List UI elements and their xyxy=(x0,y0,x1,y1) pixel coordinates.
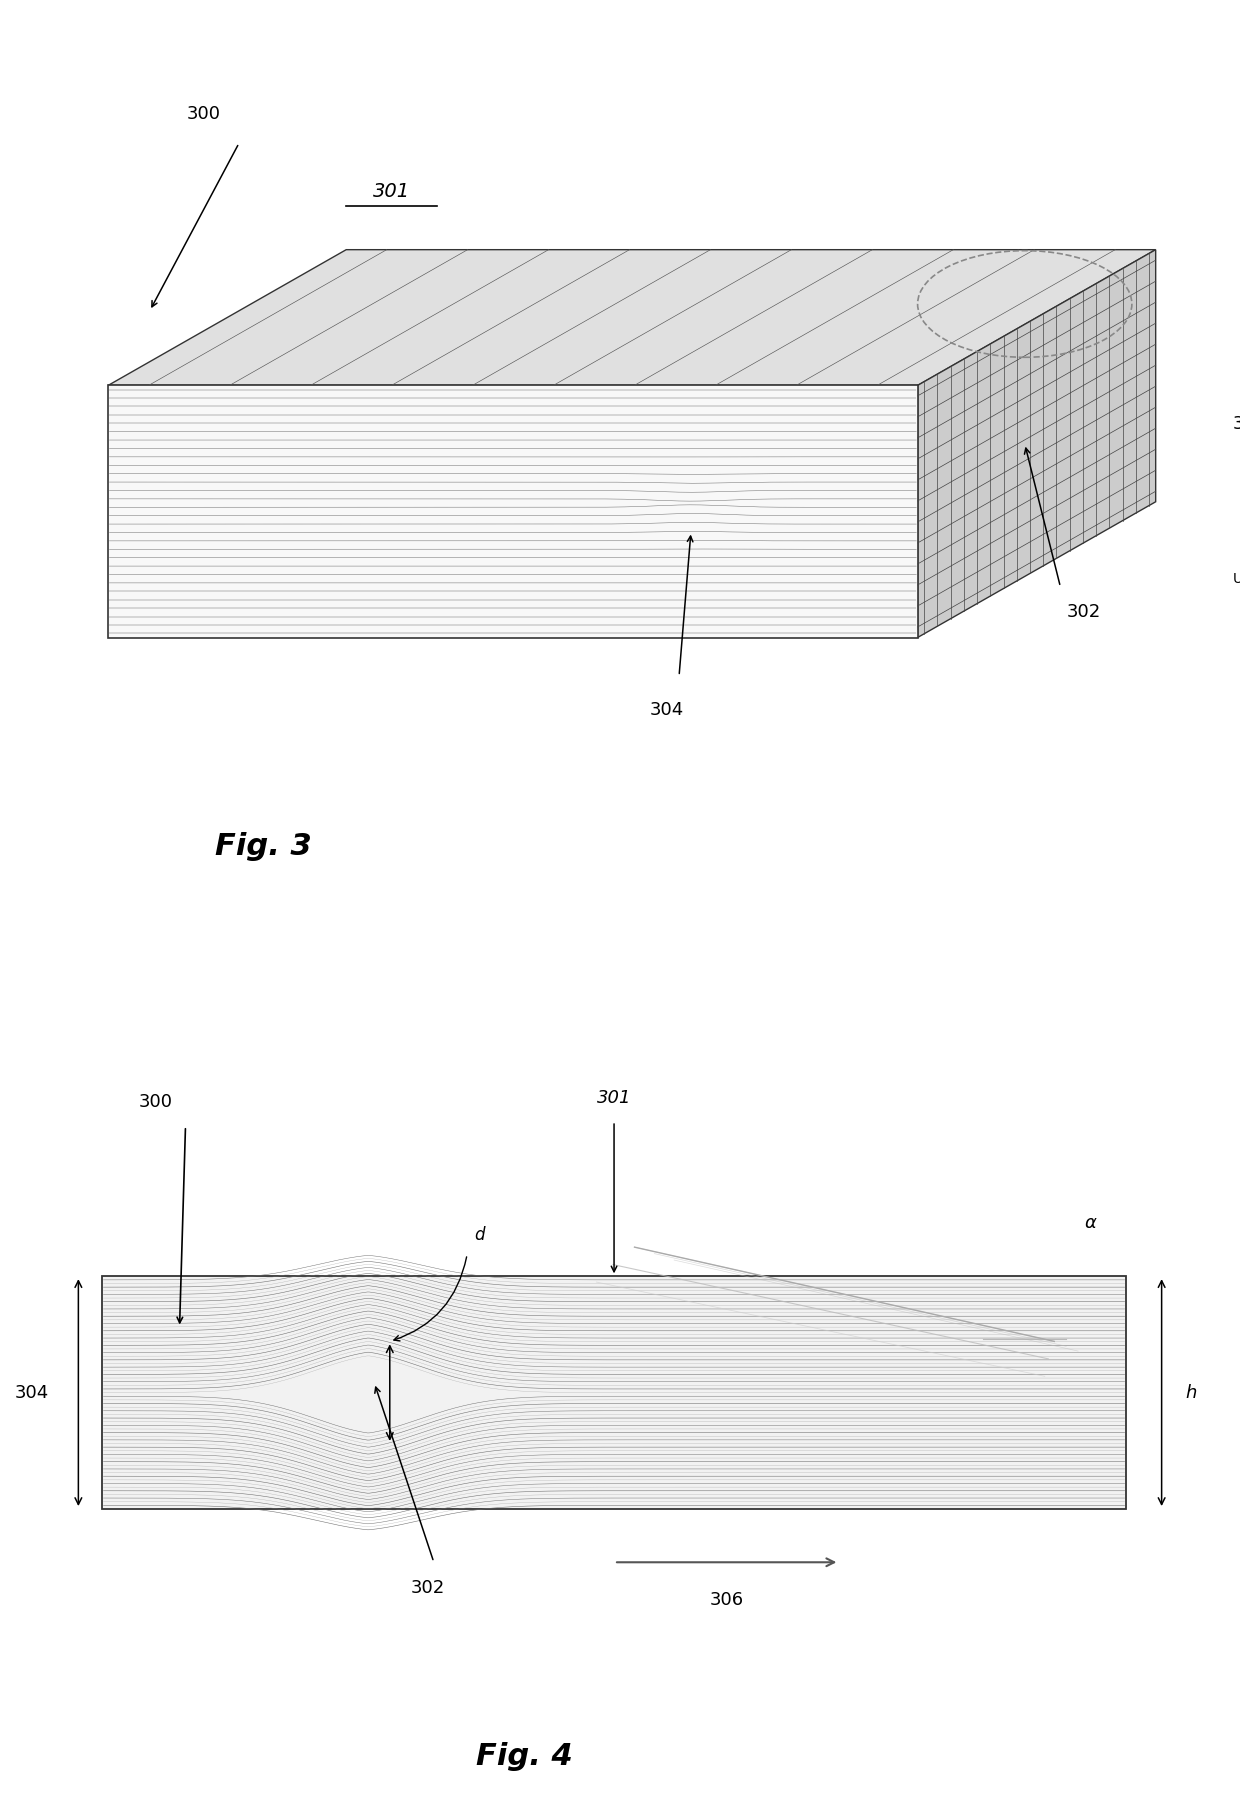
Text: 304: 304 xyxy=(15,1383,48,1402)
Text: 306: 306 xyxy=(709,1591,744,1609)
Polygon shape xyxy=(102,1276,1126,1509)
Text: Fig. 4: Fig. 4 xyxy=(476,1742,573,1771)
Text: 300: 300 xyxy=(186,105,221,124)
Text: 302: 302 xyxy=(410,1578,445,1596)
Text: 301: 301 xyxy=(373,182,410,202)
Text: 306: 306 xyxy=(1233,415,1240,433)
Text: 304: 304 xyxy=(650,700,684,718)
Text: α: α xyxy=(1084,1214,1096,1233)
Text: 300: 300 xyxy=(139,1093,172,1111)
Text: 301: 301 xyxy=(596,1089,631,1107)
Text: d: d xyxy=(474,1227,485,1245)
Text: Fig. 3: Fig. 3 xyxy=(215,831,311,860)
Polygon shape xyxy=(918,249,1156,638)
Text: UD direction: UD direction xyxy=(1233,573,1240,587)
Polygon shape xyxy=(108,249,1156,385)
Text: 302: 302 xyxy=(1068,604,1101,622)
Polygon shape xyxy=(108,385,918,638)
Text: h: h xyxy=(1185,1383,1197,1402)
